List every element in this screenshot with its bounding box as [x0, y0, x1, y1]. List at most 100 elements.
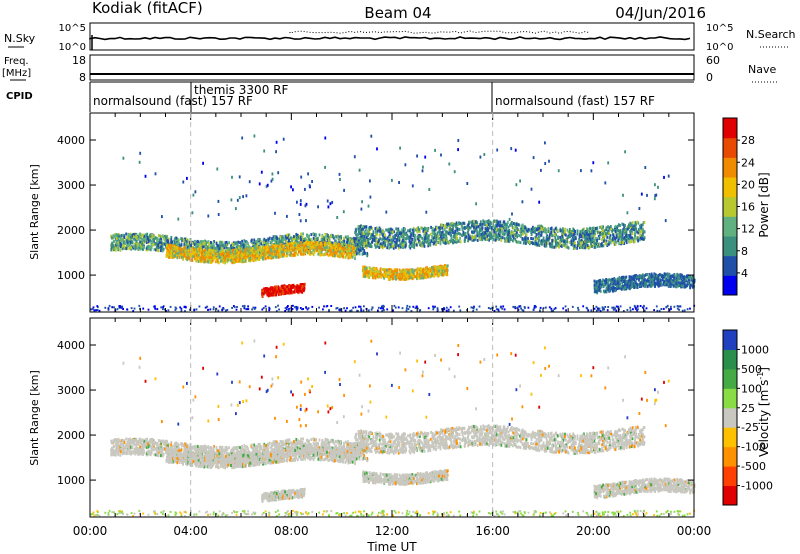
scatter-pixel: [288, 285, 290, 288]
scatter-pixel: [603, 244, 605, 247]
scatter-pixel: [267, 256, 269, 259]
scatter-pixel: [117, 247, 119, 250]
scatter-pixel: [279, 290, 281, 293]
scatter-pixel: [452, 241, 454, 244]
scatter-pixel: [372, 272, 374, 275]
scatter-pixel: [293, 235, 295, 238]
scatter-pixel: [520, 241, 522, 244]
scatter-pixel: [239, 260, 241, 263]
scatter-pixel: [115, 249, 117, 252]
scatter-pixel: [512, 239, 514, 242]
scatter-pixel: [292, 284, 294, 287]
scatter-pixel: [278, 249, 280, 252]
scatter-pixel: [238, 251, 240, 254]
scatter-pixel: [209, 259, 211, 262]
scatter-pixel: [370, 244, 372, 247]
scatter-pixel: [251, 239, 253, 242]
scatter-pixel: [324, 246, 326, 249]
scatter-pixel: [364, 275, 366, 278]
scatter-pixel: [392, 245, 394, 248]
scatter-pixel: [253, 255, 255, 258]
scatter-pixel: [549, 242, 551, 245]
scatter-pixel: [222, 259, 224, 262]
scatter-pixel: [366, 267, 368, 270]
scatter-pixel: [275, 256, 277, 259]
scatter-pixel: [232, 249, 234, 252]
scatter-pixel: [303, 288, 305, 291]
scatter-pixel: [240, 244, 242, 247]
scatter-pixel: [158, 234, 160, 237]
scatter-pixel: [122, 234, 124, 237]
scatter-pixel: [228, 241, 230, 244]
scatter-pixel: [341, 243, 343, 246]
scatter-pixel: [348, 247, 350, 250]
scatter-pixel: [239, 241, 241, 244]
scatter-pixel: [417, 272, 419, 275]
scatter-pixel: [219, 241, 221, 244]
scatter-pixel: [290, 251, 292, 254]
scatter-pixel: [589, 245, 591, 248]
scatter-pixel: [383, 241, 385, 244]
scatter-pixel: [214, 246, 216, 249]
scatter-pixel: [160, 249, 162, 252]
scatter-pixel: [422, 277, 424, 280]
scatter-pixel: [337, 249, 339, 252]
scatter-pixel: [167, 251, 169, 254]
scatter-pixel: [300, 252, 302, 255]
scatter-pixel: [286, 242, 288, 245]
scatter-pixel: [362, 225, 364, 228]
scatter-pixel: [294, 244, 296, 247]
scatter-pixel: [447, 264, 449, 267]
cpid-normalsound-1: normalsound (fast) 157 RF: [93, 94, 253, 108]
scatter-pixel: [577, 230, 579, 233]
scatter-pixel: [536, 233, 538, 236]
freq-panel-frame: [90, 55, 694, 80]
scatter-pixel: [511, 230, 513, 233]
scatter-pixel: [135, 248, 137, 251]
scatter-pixel: [383, 273, 385, 276]
scatter-pixel: [293, 254, 295, 257]
scatter-pixel: [259, 238, 261, 241]
scatter-pixel: [377, 230, 379, 233]
scatter-pixel: [232, 256, 234, 259]
scatter-pixel: [423, 268, 425, 271]
scatter-pixel: [637, 221, 639, 224]
scatter-pixel: [397, 228, 399, 231]
scatter-pixel: [217, 259, 219, 262]
scatter-pixel: [323, 253, 325, 256]
scatter-pixel: [157, 237, 159, 240]
scatter-pixel: [196, 257, 198, 260]
scatter-pixel: [215, 252, 217, 255]
scatter-pixel: [245, 257, 247, 260]
scatter-pixel: [313, 242, 315, 245]
scatter-pixel: [413, 232, 415, 235]
scatter-pixel: [281, 250, 283, 253]
scatter-pixel: [558, 242, 560, 245]
scatter-pixel: [396, 268, 398, 271]
scatter-pixel: [310, 246, 312, 249]
scatter-pixel: [414, 275, 416, 278]
scatter-pixel: [453, 238, 455, 241]
scatter-pixel: [196, 254, 198, 257]
freq-label-2: [MHz]: [2, 68, 31, 79]
scatter-pixel: [216, 242, 218, 245]
scatter-pixel: [118, 244, 120, 247]
scatter-pixel: [417, 276, 419, 279]
scatter-pixel: [366, 274, 368, 277]
scatter-pixel: [163, 248, 165, 251]
scatter-pixel: [411, 274, 413, 277]
nave-tick-lo: 0: [706, 71, 713, 84]
scatter-pixel: [225, 241, 227, 244]
scatter-pixel: [290, 244, 292, 247]
scatter-pixel: [138, 238, 140, 241]
scatter-pixel: [272, 246, 274, 249]
scatter-pixel: [166, 244, 168, 247]
scatter-pixel: [263, 247, 265, 250]
scatter-pixel: [339, 248, 341, 251]
scatter-pixel: [201, 256, 203, 259]
scatter-pixel: [319, 234, 321, 237]
scatter-pixel: [151, 241, 153, 244]
scatter-pixel: [445, 269, 447, 272]
scatter-pixel: [125, 242, 127, 245]
scatter-pixel: [349, 238, 351, 241]
